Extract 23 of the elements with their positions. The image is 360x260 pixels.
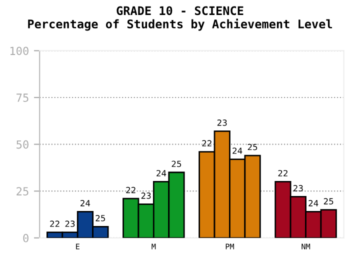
text: 22 bbox=[126, 186, 136, 194]
series-label: 24 bbox=[80, 200, 90, 206]
text: 25 bbox=[324, 198, 334, 204]
text: 23 bbox=[293, 185, 303, 192]
text: 24 bbox=[156, 170, 166, 176]
text: 24 bbox=[308, 200, 318, 206]
text: 22 bbox=[50, 220, 60, 227]
text: 25 bbox=[96, 215, 106, 222]
text: 22 bbox=[202, 140, 212, 146]
y-tick-label: 75 bbox=[16, 94, 28, 102]
text: 23 bbox=[141, 192, 151, 199]
y-tick-label: 25 bbox=[16, 187, 28, 196]
text: 25 bbox=[172, 160, 182, 168]
y-tick-label: 0 bbox=[23, 234, 28, 242]
chart-subtitle: Percentage of Students by Achievement Level bbox=[28, 18, 332, 31]
chart-title: GRADE 10 - SCIENCE bbox=[116, 6, 244, 16]
series-label: 23 bbox=[65, 220, 75, 227]
text: 24 bbox=[232, 148, 242, 154]
y-tick-label: 100 bbox=[10, 46, 28, 56]
series-label: 22 bbox=[278, 170, 288, 176]
series-label: 25 bbox=[248, 144, 258, 150]
text: 23 bbox=[217, 120, 227, 126]
y-tick-label: 50 bbox=[16, 140, 28, 149]
